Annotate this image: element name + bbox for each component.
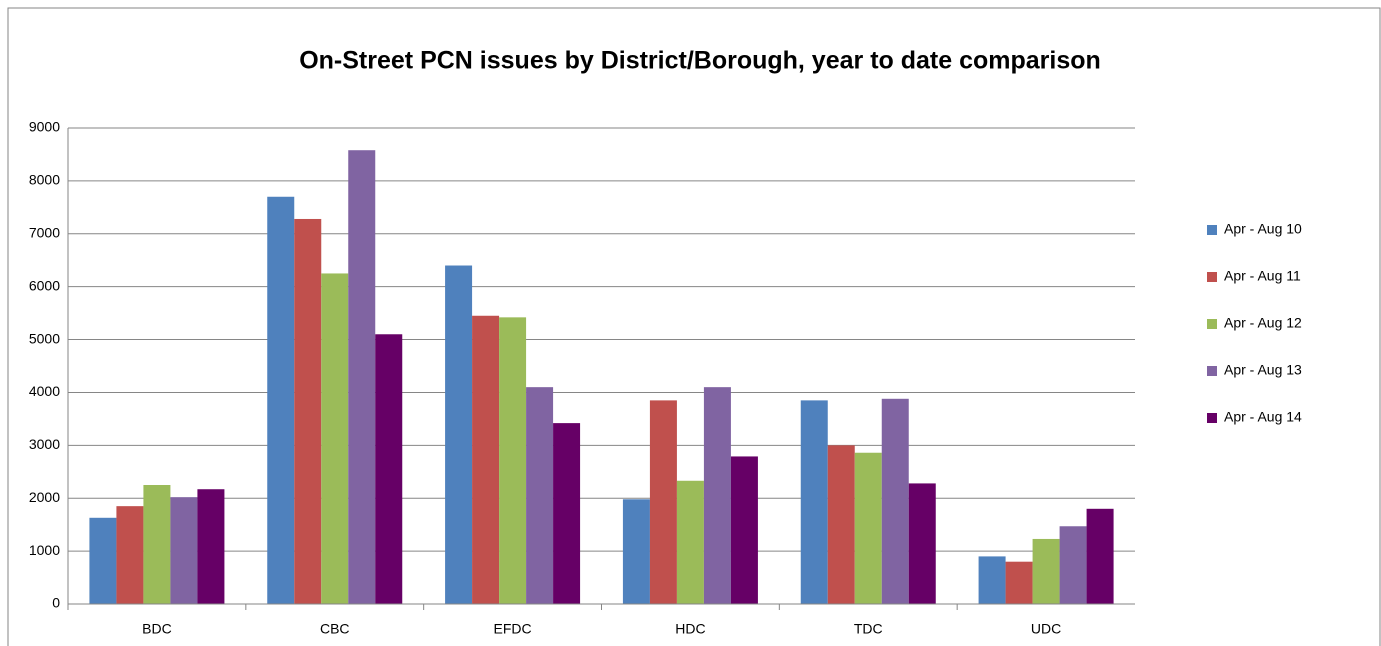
bar [800,400,828,604]
bar [321,273,349,604]
legend-label: Apr - Aug 12 [1224,315,1302,331]
y-tick-label: 9000 [29,119,60,135]
legend-swatch [1207,225,1217,235]
y-tick-label: 2000 [29,489,60,505]
legend-label: Apr - Aug 13 [1224,362,1302,378]
bar [143,485,171,604]
bar [553,423,581,604]
bar [197,489,225,604]
bar [854,452,882,604]
bar [881,398,909,604]
bar [1032,538,1060,604]
legend-label: Apr - Aug 14 [1224,409,1302,425]
bar [622,499,650,604]
legend-swatch [1207,272,1217,282]
bar [472,315,500,604]
y-tick-label: 5000 [29,330,60,346]
bar [978,556,1006,604]
y-tick-label: 1000 [29,542,60,558]
x-tick-label: TDC [854,621,883,637]
bar [445,265,473,604]
bar [267,196,295,604]
bar [703,387,731,604]
bar [649,400,677,604]
bar [908,483,936,604]
y-tick-label: 0 [52,595,60,611]
bar [116,506,144,604]
x-tick-label: BDC [142,621,172,637]
bar [730,456,758,604]
x-tick-label: HDC [675,621,705,637]
legend-swatch [1207,413,1217,423]
bar [375,334,403,604]
bar [827,445,855,604]
y-tick-label: 6000 [29,277,60,293]
bar [1086,508,1114,604]
y-tick-label: 4000 [29,383,60,399]
legend-label: Apr - Aug 10 [1224,221,1302,237]
bar [676,480,704,604]
bar [499,317,527,604]
legend-swatch [1207,319,1217,329]
y-tick-label: 7000 [29,224,60,240]
y-tick-label: 3000 [29,436,60,452]
bar [170,497,198,604]
bar [89,517,117,604]
bar [1059,526,1087,604]
x-tick-label: EFDC [494,621,532,637]
legend-swatch [1207,366,1217,376]
chart-title: On-Street PCN issues by District/Borough… [299,47,1101,75]
legend-label: Apr - Aug 11 [1224,268,1301,284]
bar [348,150,376,605]
y-tick-label: 8000 [29,172,60,188]
bar [1005,561,1033,604]
x-tick-label: UDC [1031,621,1061,637]
bar [294,218,322,605]
bar [526,387,554,604]
x-tick-label: CBC [320,621,350,637]
